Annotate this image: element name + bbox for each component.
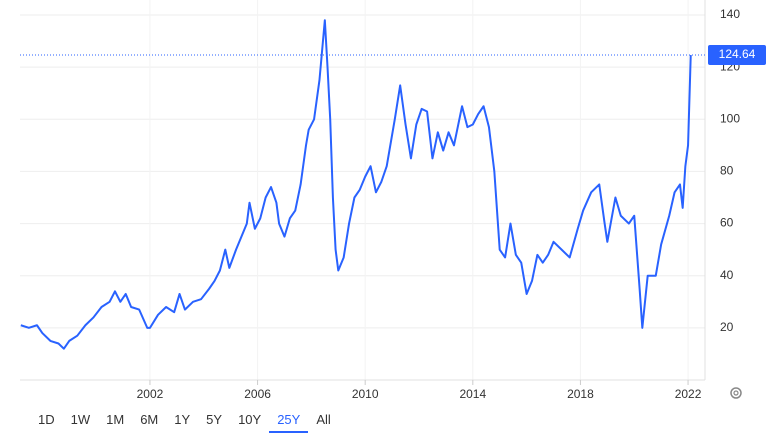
y-tick-label: 140 [720, 7, 740, 21]
x-tick-label: 2010 [352, 387, 379, 401]
last-value-badge [708, 45, 766, 66]
x-tick-label: 2014 [459, 387, 486, 401]
range-buttons: 1D 1W 1M 6M 1Y 5Y 10Y 25Y All [30, 408, 339, 433]
range-button[interactable]: 1D [38, 412, 55, 427]
y-tick-label: 60 [720, 216, 734, 230]
y-tick-label: 80 [720, 164, 734, 178]
gear-ring [730, 387, 742, 399]
range-button[interactable]: 6M [140, 412, 159, 427]
x-tick-label: 2002 [137, 387, 164, 401]
last-value-label: 124.64 [719, 47, 756, 61]
range-button[interactable]: 1W [70, 412, 91, 427]
settings-icon[interactable] [730, 387, 742, 399]
range-button[interactable]: 1M [106, 412, 125, 427]
range-button[interactable]: All [316, 412, 331, 427]
y-tick-label: 20 [720, 320, 734, 334]
x-tick-label: 2006 [244, 387, 271, 401]
range-button[interactable]: 5Y [206, 412, 223, 427]
price-line [20, 19, 692, 350]
range-button[interactable]: 10Y [238, 412, 262, 427]
gear-hub [733, 390, 739, 396]
range-button[interactable]: 25Y [269, 408, 309, 433]
range-button[interactable]: 1Y [174, 412, 191, 427]
y-tick-label: 100 [720, 111, 740, 125]
x-tick-label: 2018 [567, 387, 594, 401]
y-tick-label: 40 [720, 268, 734, 282]
x-tick-label: 2022 [675, 387, 702, 401]
